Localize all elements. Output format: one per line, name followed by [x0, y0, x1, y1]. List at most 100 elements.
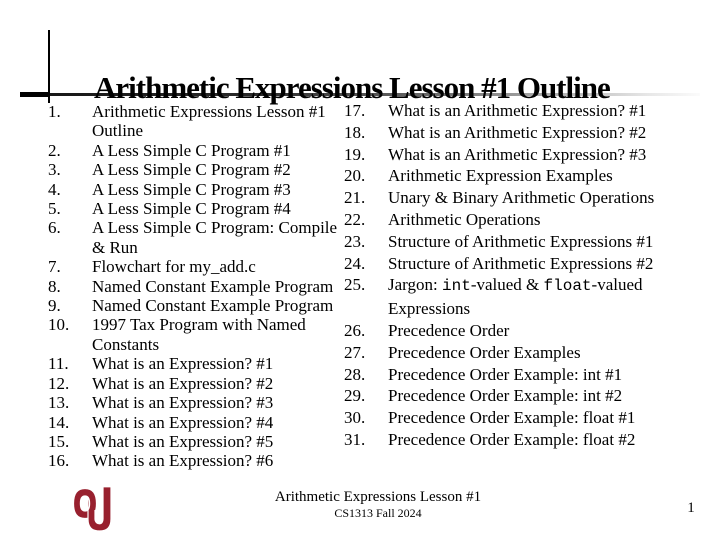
outline-list-right: 17. What is an Arithmetic Expression? #1 1… [344, 100, 706, 451]
outline-item-number: 17. [344, 101, 366, 120]
outline-item-text: Precedence Order [388, 320, 510, 340]
outline-item: 23. Structure of Arithmetic Expressions #… [344, 231, 706, 253]
outline-item: 24. Structure of Arithmetic Expressions #… [344, 253, 706, 275]
logo-letter-u-overlap [87, 510, 98, 532]
outline-item-text: What is an Expression? #1 [92, 354, 274, 374]
outline-item: 9. Named Constant Example Program [48, 296, 348, 315]
outline-item-number: 14. [48, 412, 70, 432]
outline-item-text: What is an Expression? #4 [92, 412, 274, 432]
outline-item-text: Jargon: int-valued & float-valued Expres… [388, 275, 643, 319]
outline-item-number: 26. [344, 320, 366, 340]
ou-logo-icon [72, 486, 112, 532]
outline-item: 8. Named Constant Example Program [48, 277, 348, 296]
outline-item-text: Structure of Arithmetic Expressions #2 [388, 253, 654, 273]
outline-item-number: 27. [344, 342, 366, 362]
outline-item-text: What is an Expression? #3 [92, 393, 274, 413]
footer-lesson-title: Arithmetic Expressions Lesson #1 [274, 489, 482, 505]
outline-item-number: 13. [48, 393, 70, 413]
code-token: float [543, 277, 592, 296]
outline-item-number: 18. [344, 122, 366, 142]
outline-item-number: 24. [344, 253, 366, 273]
outline-item-text: Flowchart for my_add.c [92, 257, 256, 277]
outline-item-text: Precedence Order Example: float #1 [388, 408, 636, 428]
slide-title: Arithmetic Expressions Lesson #1 Outline [94, 69, 611, 105]
outline-item: 7. Flowchart for my_add.c [48, 257, 348, 276]
outline-item: 28. Precedence Order Example: int #1 [344, 364, 706, 386]
outline-item-number: 16. [48, 451, 70, 471]
outline-item-number: 2. [48, 140, 61, 160]
outline-item-text: What is an Arithmetic Expression? #3 [388, 144, 647, 164]
outline-item: 16. What is an Expression? #6 [48, 451, 348, 470]
outline-item-number: 23. [344, 231, 366, 251]
outline-item: 14. What is an Expression? #4 [48, 413, 348, 432]
outline-item-text: What is an Expression? #2 [92, 373, 274, 393]
outline-item: 10. 1997 Tax Program with Named Constants [48, 315, 348, 354]
outline-item-number: 29. [344, 386, 366, 406]
outline-item: 29. Precedence Order Example: int #2 [344, 385, 706, 407]
outline-item-text: Arithmetic Expression Examples [388, 166, 613, 186]
outline-item: 1. Arithmetic Expressions Lesson #1 Outli… [48, 102, 348, 141]
outline-list-left: 1. Arithmetic Expressions Lesson #1 Outli… [48, 102, 348, 471]
outline-item-number: 20. [344, 166, 366, 186]
outline-item-number: 8. [48, 276, 61, 296]
outline-item: 17. What is an Arithmetic Expression? #1 [344, 100, 706, 122]
outline-item-number: 28. [344, 364, 366, 384]
outline-item: 11. What is an Expression? #1 [48, 354, 348, 373]
outline-item-text: Named Constant Example Program [92, 296, 334, 316]
outline-item-number: 5. [48, 199, 61, 219]
outline-item: 31. Precedence Order Example: float #2 [344, 429, 706, 451]
outline-item-number: 30. [344, 408, 366, 428]
outline-item-number: 4. [48, 179, 61, 199]
outline-item-text: 1997 Tax Program with Named Constants [92, 315, 306, 354]
outline-item-text: Precedence Order Examples [388, 342, 581, 362]
outline-item: 27. Precedence Order Examples [344, 342, 706, 364]
title-rule-thick-segment [20, 92, 49, 97]
outline-item-number: 22. [344, 209, 366, 229]
outline-item: 18. What is an Arithmetic Expression? #2 [344, 122, 706, 144]
title-rule-gradient [20, 93, 700, 96]
outline-item-number: 9. [48, 296, 61, 316]
outline-item-number: 21. [344, 188, 366, 208]
outline-item: 19. What is an Arithmetic Expression? #3 [344, 144, 706, 166]
outline-item-text: Precedence Order Example: float #2 [388, 429, 636, 449]
outline-item-text: A Less Simple C Program #2 [92, 160, 291, 180]
outline-item: 2. A Less Simple C Program #1 [48, 141, 348, 160]
outline-item: 30. Precedence Order Example: float #1 [344, 407, 706, 429]
outline-item: 15. What is an Expression? #5 [48, 432, 348, 451]
outline-item-text: Named Constant Example Program [92, 276, 334, 296]
outline-item: 12. What is an Expression? #2 [48, 374, 348, 393]
title-accent-vertical-line [48, 30, 50, 103]
outline-item: 20. Arithmetic Expression Examples [344, 165, 706, 187]
outline-item: 6. A Less Simple C Program: Compile & Run [48, 218, 348, 257]
outline-item-number: 31. [344, 429, 366, 449]
outline-item-number: 6. [48, 218, 61, 238]
outline-item-number: 25. [344, 275, 366, 295]
outline-item-number: 10. [48, 315, 70, 335]
outline-item-number: 7. [48, 257, 61, 277]
outline-item-number: 12. [48, 373, 70, 393]
outline-item: 4. A Less Simple C Program #3 [48, 180, 348, 199]
outline-item-text: What is an Arithmetic Expression? #2 [388, 122, 647, 142]
outline-item-text: Arithmetic Operations [388, 209, 541, 229]
outline-item-text: Precedence Order Example: int #2 [388, 386, 623, 406]
outline-item-number: 19. [344, 144, 366, 164]
outline-item: 26. Precedence Order [344, 320, 706, 342]
footer-course-label: CS1313 Fall 2024 [334, 506, 422, 520]
outline-item: 13. What is an Expression? #3 [48, 393, 348, 412]
outline-item: 25. Jargon: int-valued & float-valued Exp… [344, 274, 706, 320]
outline-item-text: A Less Simple C Program: Compile & Run [92, 218, 338, 257]
footer: Arithmetic Expressions Lesson #1 CS1313 … [178, 489, 578, 520]
outline-item-number: 1. [48, 102, 61, 121]
code-token: int [442, 277, 471, 296]
outline-item: 3. A Less Simple C Program #2 [48, 160, 348, 179]
outline-item-text: What is an Arithmetic Expression? #1 [388, 101, 647, 120]
outline-item-text: Arithmetic Expressions Lesson #1 Outline [92, 102, 326, 141]
outline-item-number: 15. [48, 431, 70, 451]
outline-item-text: Structure of Arithmetic Expressions #1 [388, 231, 654, 251]
outline-item-text: A Less Simple C Program #3 [92, 179, 291, 199]
outline-item-text: What is an Expression? #6 [92, 451, 274, 471]
outline-item-number: 11. [48, 354, 69, 374]
outline-item: 21. Unary & Binary Arithmetic Operations [344, 187, 706, 209]
outline-item-text: What is an Expression? #5 [92, 431, 274, 451]
